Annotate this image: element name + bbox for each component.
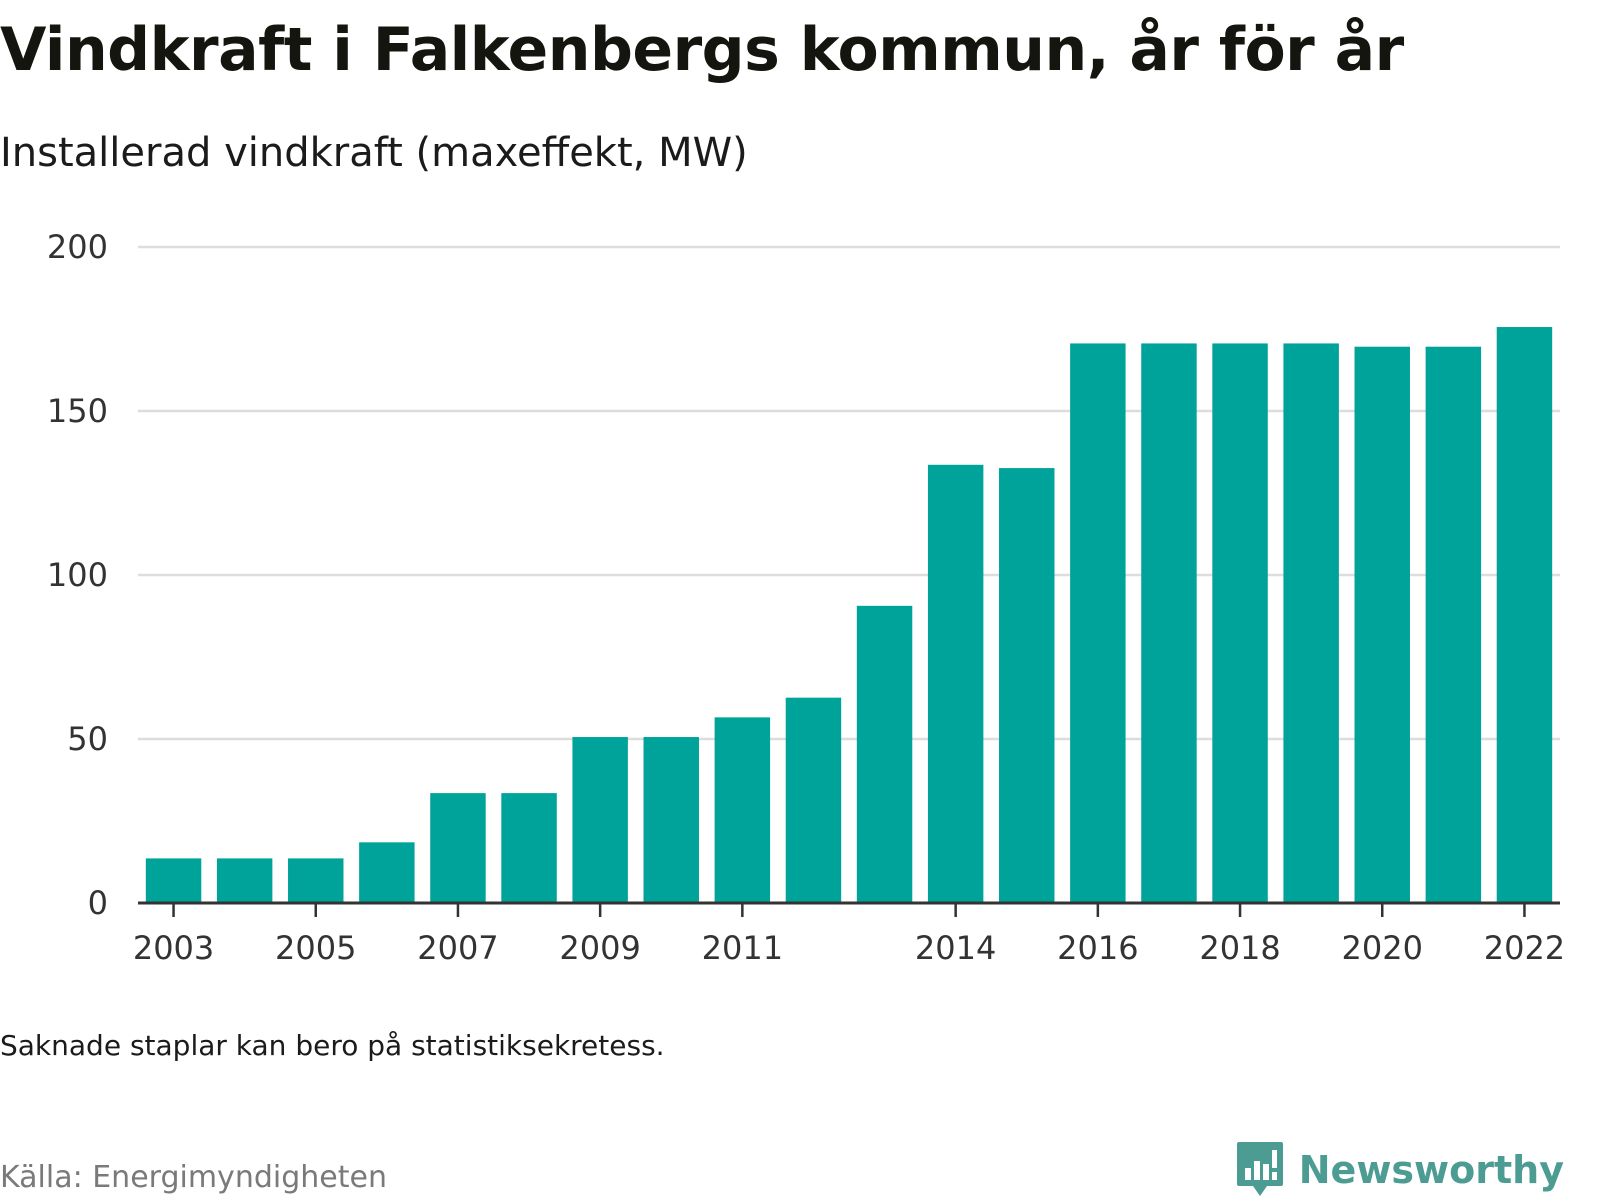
bar <box>572 737 628 903</box>
x-tick-label: 2011 <box>702 929 783 967</box>
bar <box>501 793 557 903</box>
x-tick-label: 2009 <box>559 929 640 967</box>
bar <box>999 468 1055 903</box>
chart-title: Vindkraft i Falkenbergs kommun, år för å… <box>0 15 1404 85</box>
bar <box>430 793 486 903</box>
bar <box>1070 343 1126 903</box>
bar <box>216 858 273 903</box>
bar <box>359 842 415 903</box>
x-tick-label: 2018 <box>1199 929 1280 967</box>
bar <box>145 858 202 903</box>
bar <box>643 737 699 903</box>
y-tick-label: 0 <box>88 884 108 922</box>
y-tick-label: 150 <box>47 392 108 430</box>
chart-subtitle: Installerad vindkraft (maxeffekt, MW) <box>0 130 748 176</box>
y-tick-label: 50 <box>67 720 108 758</box>
bar <box>1496 327 1553 904</box>
bar <box>714 717 771 903</box>
bars <box>145 327 1553 904</box>
x-tick-label: 2020 <box>1342 929 1423 967</box>
footnote: Saknade staplar kan bero på statistiksek… <box>0 1029 665 1062</box>
bar <box>288 858 344 903</box>
x-axis <box>138 901 1560 917</box>
newsworthy-logo: Newsworthy <box>1235 1140 1564 1200</box>
x-tick-label: 2022 <box>1484 929 1565 967</box>
x-tick-label: 2005 <box>275 929 356 967</box>
source-credit: Källa: Energimyndigheten <box>0 1160 387 1195</box>
bar-chart-speech-bubble-icon <box>1236 1142 1283 1196</box>
bar <box>1141 343 1197 903</box>
bar <box>1354 346 1410 903</box>
y-tick-label: 100 <box>47 556 108 594</box>
bar-chart: 0 50 100 150 200 2003 2005 2007 2009 2011 2014 201… <box>47 228 1565 967</box>
bar <box>1283 343 1339 903</box>
brand-name: Newsworthy <box>1298 1148 1564 1192</box>
bar <box>785 697 842 903</box>
bar <box>1425 346 1482 903</box>
y-axis-tick-labels: 0 50 100 150 200 <box>47 228 108 922</box>
bar <box>927 464 984 903</box>
x-axis-tick-labels: 2003 2005 2007 2009 2011 2014 2016 2018 2020 2022 <box>133 929 1565 967</box>
x-tick-label: 2003 <box>133 929 214 967</box>
y-tick-label: 200 <box>47 228 108 266</box>
bar <box>856 605 913 903</box>
x-tick-label: 2016 <box>1057 929 1138 967</box>
gridlines <box>138 245 1560 741</box>
bar <box>1212 343 1268 903</box>
x-tick-label: 2007 <box>417 929 498 967</box>
x-tick-label: 2014 <box>915 929 996 967</box>
